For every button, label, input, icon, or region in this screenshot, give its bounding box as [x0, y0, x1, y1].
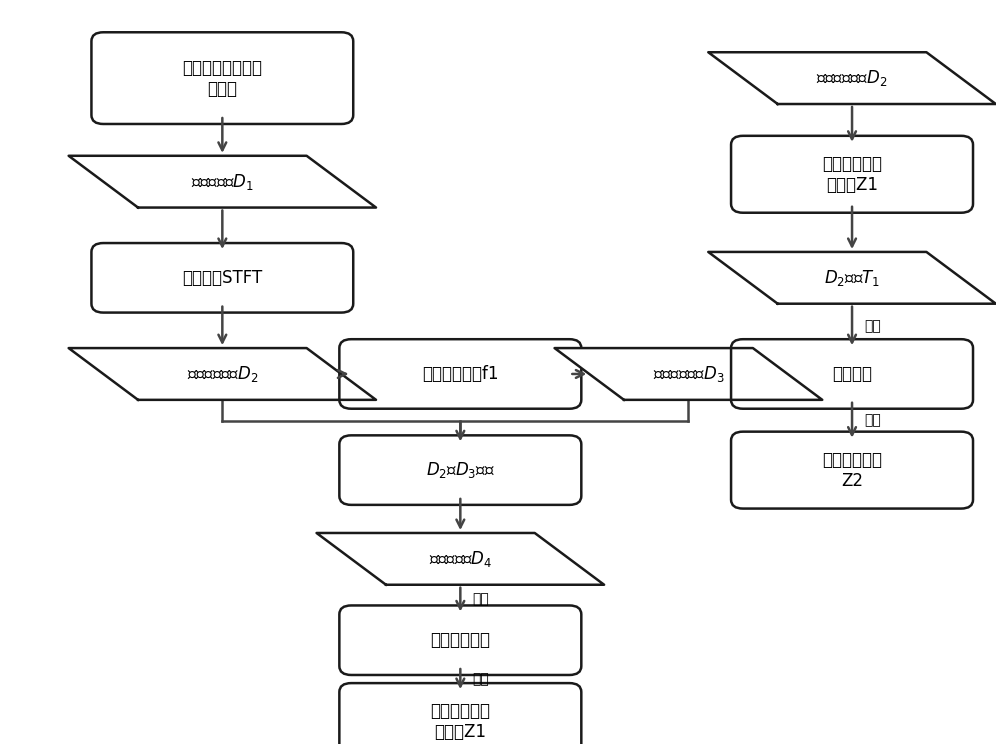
- FancyBboxPatch shape: [731, 136, 973, 213]
- Text: 自编码器: 自编码器: [832, 365, 872, 383]
- FancyBboxPatch shape: [731, 432, 973, 508]
- Text: 训练: 训练: [864, 319, 881, 333]
- Text: 时频谱数据集$D_2$: 时频谱数据集$D_2$: [816, 68, 888, 88]
- Polygon shape: [708, 252, 996, 304]
- FancyBboxPatch shape: [339, 683, 581, 750]
- Text: 训练: 训练: [472, 592, 489, 607]
- Text: 时频谱数据集$D_2$: 时频谱数据集$D_2$: [187, 364, 258, 384]
- Text: 异常样本生成f1: 异常样本生成f1: [422, 365, 499, 383]
- Text: 自监督特征提
取模型Z1: 自监督特征提 取模型Z1: [822, 154, 882, 194]
- Text: 生成: 生成: [472, 672, 489, 686]
- Polygon shape: [317, 533, 604, 585]
- Text: 训练数据集$D_4$: 训练数据集$D_4$: [429, 549, 492, 568]
- Text: $D_2$和$D_3$合并: $D_2$和$D_3$合并: [426, 460, 495, 480]
- Text: 深度卷积网络: 深度卷积网络: [430, 632, 490, 650]
- Polygon shape: [69, 156, 376, 208]
- Polygon shape: [69, 348, 376, 400]
- FancyBboxPatch shape: [339, 435, 581, 505]
- Text: 采集机械正常运行
声音集: 采集机械正常运行 声音集: [182, 58, 262, 98]
- Text: 生成: 生成: [864, 413, 881, 428]
- Polygon shape: [555, 348, 822, 400]
- FancyBboxPatch shape: [339, 605, 581, 675]
- Text: 时频谱数据集$D_3$: 时频谱数据集$D_3$: [653, 364, 724, 384]
- Text: 异常检测模型
Z2: 异常检测模型 Z2: [822, 451, 882, 490]
- Text: $D_2$特征$T_1$: $D_2$特征$T_1$: [824, 268, 880, 288]
- FancyBboxPatch shape: [91, 243, 353, 313]
- Text: 自监督特征提
取模型Z1: 自监督特征提 取模型Z1: [430, 702, 490, 741]
- Text: 声音数据集$D_1$: 声音数据集$D_1$: [191, 172, 254, 192]
- FancyBboxPatch shape: [731, 339, 973, 409]
- FancyBboxPatch shape: [339, 339, 581, 409]
- Polygon shape: [708, 53, 996, 104]
- Text: 预处理、STFT: 预处理、STFT: [182, 268, 262, 286]
- FancyBboxPatch shape: [91, 32, 353, 124]
